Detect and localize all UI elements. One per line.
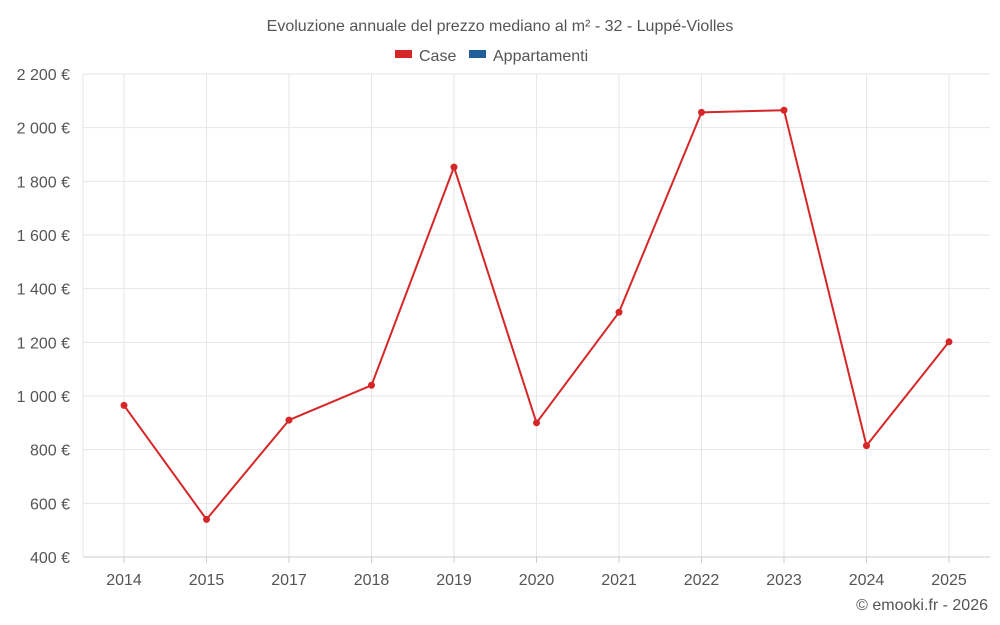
data-point-2024[interactable]: [863, 442, 870, 450]
x-tick-label: 2023: [766, 572, 802, 589]
x-tick-label: 2025: [931, 572, 967, 589]
x-tick-label: 2014: [106, 572, 142, 589]
credit-text: © emooki.fr - 2026: [856, 597, 988, 614]
chart-title: Evoluzione annuale del prezzo mediano al…: [267, 18, 734, 35]
data-point-2017[interactable]: [285, 416, 293, 424]
y-tick-label: 800 €: [30, 443, 70, 460]
x-tick-label: 2024: [849, 572, 885, 589]
x-axis: 2014 2015 2017 2018 2019 2020 2021 2022 2023 2024…: [83, 556, 990, 589]
y-tick-label: 1 000 €: [17, 389, 70, 406]
y-tick-label: 600 €: [30, 496, 70, 513]
x-tick-label: 2022: [684, 572, 720, 589]
x-tick-label: 2020: [519, 572, 555, 589]
data-point-2022[interactable]: [698, 108, 705, 116]
data-point-2025[interactable]: [945, 338, 953, 346]
data-point-2020[interactable]: [533, 419, 540, 427]
legend-swatch-appartamenti: [469, 50, 486, 58]
y-axis: 400 € 600 € 800 € 1 000 € 1 200 € 1 400 € 1 60…: [17, 67, 70, 567]
y-tick-label: 2 000 €: [17, 121, 70, 138]
x-tick-label: 2019: [436, 572, 472, 589]
legend: Case Appartamenti: [395, 48, 588, 65]
data-point-2023[interactable]: [780, 106, 788, 114]
x-tick-label: 2015: [189, 572, 225, 589]
x-tick-label: 2017: [271, 572, 307, 589]
legend-label-appartamenti: Appartamenti: [493, 48, 588, 65]
data-point-2019[interactable]: [450, 163, 458, 171]
data-point-2018[interactable]: [368, 381, 375, 389]
y-tick-label: 2 200 €: [17, 67, 70, 84]
data-point-2015[interactable]: [203, 515, 210, 523]
x-tick-label: 2021: [601, 572, 637, 589]
y-tick-label: 400 €: [30, 550, 70, 567]
y-tick-label: 1 200 €: [17, 335, 70, 352]
y-tick-label: 1 400 €: [17, 282, 70, 299]
grid: [82, 73, 990, 557]
legend-swatch-case: [395, 50, 412, 58]
y-tick-label: 1 600 €: [17, 228, 70, 245]
data-point-2021[interactable]: [615, 308, 623, 316]
x-tick-label: 2018: [354, 572, 390, 589]
data-point-2014[interactable]: [120, 401, 128, 409]
legend-label-case: Case: [419, 48, 456, 65]
y-tick-label: 1 800 €: [17, 174, 70, 191]
plot-area: [120, 106, 953, 523]
